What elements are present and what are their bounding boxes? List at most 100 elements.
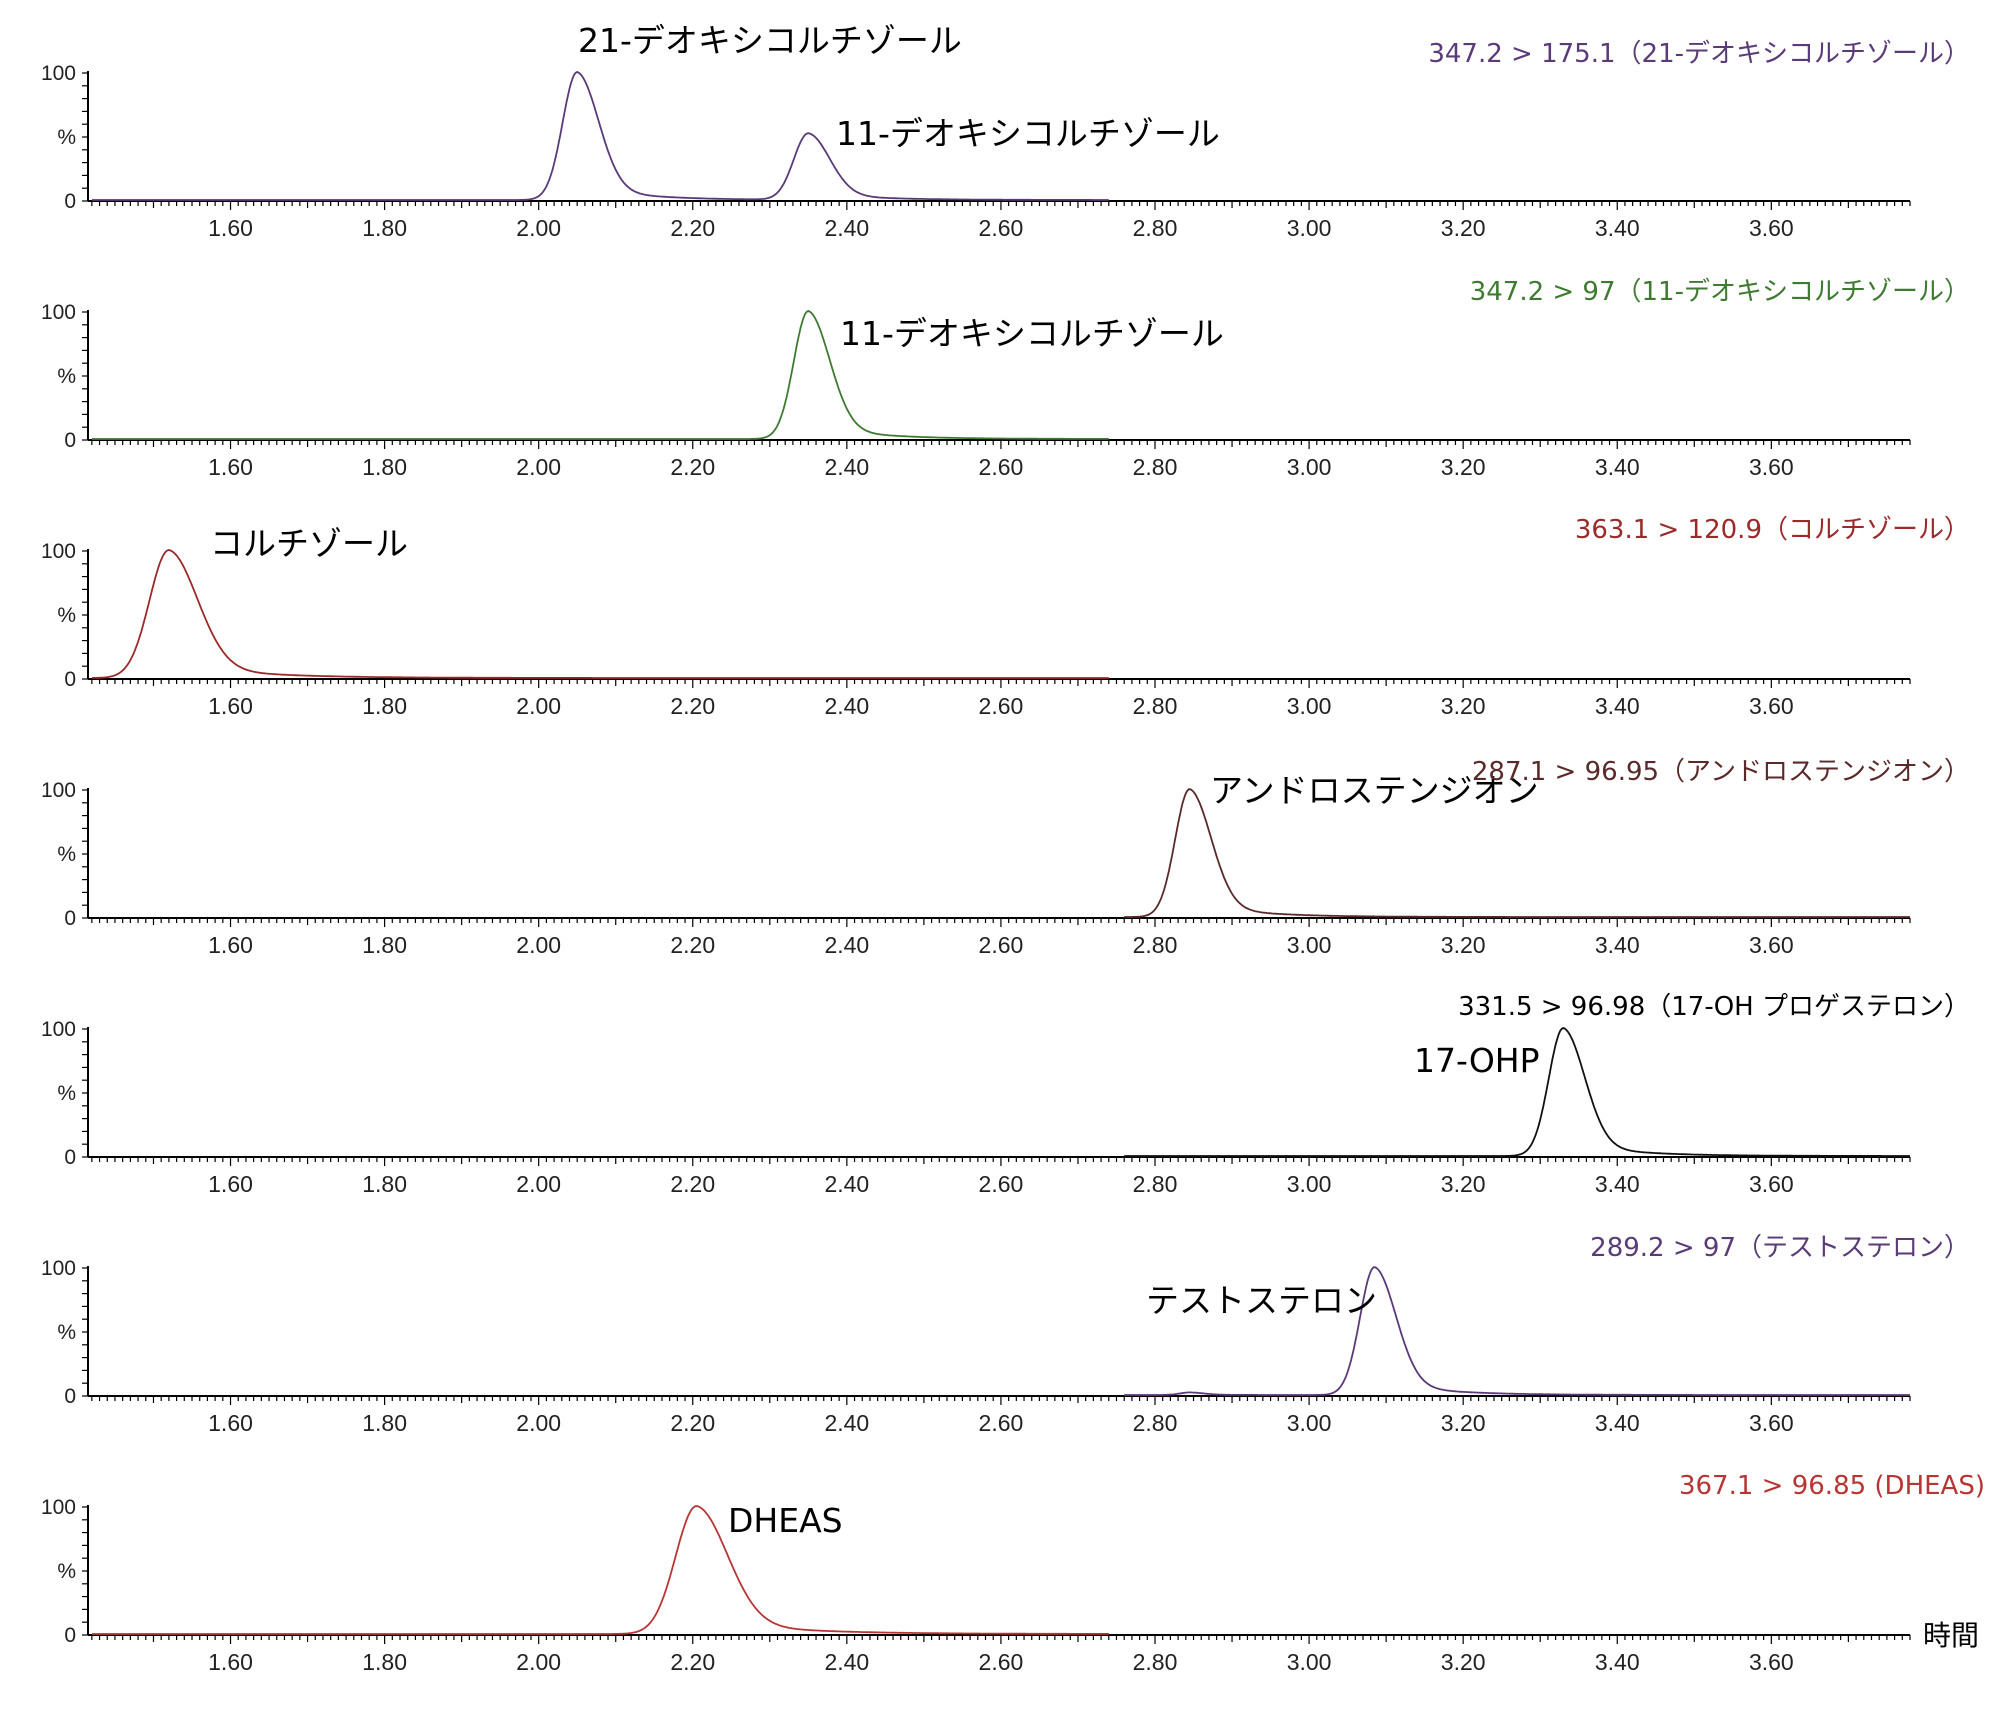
x-tick-label: 3.20 — [1441, 454, 1486, 480]
y-tick-label: % — [57, 1560, 76, 1583]
x-tick-label: 2.00 — [516, 932, 561, 958]
chromatogram-panel-5: 1.60 1.80 2.00 2.20 2.40 2.60 2.80 3.00 3.20 3.40… — [41, 992, 1970, 1197]
chromatogram-trace — [1124, 1027, 1910, 1157]
x-tick-label: 2.80 — [1133, 693, 1178, 719]
y-tick-label: 0 — [64, 1385, 76, 1408]
x-tick-label: 3.40 — [1595, 1649, 1640, 1675]
peak-label: 11-デオキシコルチゾール — [840, 314, 1224, 353]
x-tick-label: 1.60 — [208, 1649, 253, 1675]
y-tick-label: % — [57, 365, 76, 388]
peak-label: 11-デオキシコルチゾール — [836, 114, 1220, 153]
x-tick-label: 3.40 — [1595, 693, 1640, 719]
x-tick-label: 3.60 — [1749, 932, 1794, 958]
x-tick-label: 2.00 — [516, 215, 561, 241]
x-tick-label: 2.00 — [516, 1171, 561, 1197]
x-tick-label: 2.60 — [979, 693, 1024, 719]
x-tick-label: 2.60 — [979, 1410, 1024, 1436]
chromatogram-panel-1: 1.60 1.80 2.00 2.20 2.40 2.60 2.80 3.00 3.20 3.40… — [41, 21, 1970, 241]
transition-label: 287.1 > 96.95（アンドロステンジオン） — [1472, 757, 1970, 787]
x-tick-label: 2.40 — [824, 454, 869, 480]
x-tick-label: 1.80 — [362, 215, 407, 241]
x-tick-label: 2.80 — [1133, 1410, 1178, 1436]
x-tick-label: 1.80 — [362, 693, 407, 719]
transition-label: 347.2 > 175.1（21-デオキシコルチゾール） — [1428, 39, 1970, 69]
x-tick-label: 2.40 — [824, 1410, 869, 1436]
x-tick-label: 2.60 — [979, 454, 1024, 480]
x-tick-label: 3.00 — [1287, 1171, 1332, 1197]
x-tick-label: 3.00 — [1287, 1649, 1332, 1675]
transition-label: 289.2 > 97（テストステロン） — [1590, 1233, 1970, 1263]
y-tick-label: % — [57, 604, 76, 627]
y-tick-label: 100 — [41, 301, 76, 324]
x-tick-label: 1.60 — [208, 1410, 253, 1436]
x-tick-label: 1.80 — [362, 932, 407, 958]
chromatogram-trace — [91, 1505, 1109, 1635]
chromatogram-trace — [91, 549, 1109, 679]
x-tick-label: 3.60 — [1749, 1649, 1794, 1675]
x-tick-label: 2.00 — [516, 1410, 561, 1436]
x-tick-label: 3.20 — [1441, 693, 1486, 719]
x-tick-label: 3.60 — [1749, 454, 1794, 480]
x-tick-label: 3.40 — [1595, 454, 1640, 480]
y-tick-label: 0 — [64, 429, 76, 452]
x-tick-label: 3.20 — [1441, 215, 1486, 241]
chromatogram-panel-6: 1.60 1.80 2.00 2.20 2.40 2.60 2.80 3.00 3.20 3.40… — [41, 1233, 1970, 1436]
x-tick-label: 2.40 — [824, 1649, 869, 1675]
x-tick-label: 1.80 — [362, 1649, 407, 1675]
peak-label: DHEAS — [728, 1501, 843, 1540]
x-tick-label: 3.00 — [1287, 693, 1332, 719]
x-tick-label: 3.00 — [1287, 215, 1332, 241]
y-tick-label: 100 — [41, 1257, 76, 1280]
x-tick-label: 2.60 — [979, 932, 1024, 958]
y-tick-label: 0 — [64, 1624, 76, 1647]
y-tick-label: 100 — [41, 62, 76, 85]
x-tick-label: 3.40 — [1595, 215, 1640, 241]
peak-label: 21-デオキシコルチゾール — [578, 21, 962, 60]
chromatogram-panel-2: 1.60 1.80 2.00 2.20 2.40 2.60 2.80 3.00 3.20 3.40… — [41, 277, 1970, 480]
x-tick-label: 2.20 — [670, 693, 715, 719]
x-tick-label: 2.60 — [979, 215, 1024, 241]
chromatogram-panel-7: 1.60 1.80 2.00 2.20 2.40 2.60 2.80 3.00 3.20 3.40… — [41, 1471, 1985, 1675]
x-tick-label: 2.40 — [824, 932, 869, 958]
x-tick-label: 2.20 — [670, 932, 715, 958]
x-tick-label: 2.80 — [1133, 932, 1178, 958]
x-tick-label: 2.40 — [824, 1171, 869, 1197]
chromatogram-trace — [91, 71, 1109, 201]
x-tick-label: 2.40 — [824, 215, 869, 241]
y-tick-label: % — [57, 126, 76, 149]
x-tick-label: 3.20 — [1441, 1171, 1486, 1197]
x-tick-label: 3.40 — [1595, 1171, 1640, 1197]
x-axis-label: 時間 — [1923, 1619, 1979, 1652]
transition-label: 347.2 > 97（11-デオキシコルチゾール） — [1470, 277, 1970, 307]
x-tick-label: 1.80 — [362, 1171, 407, 1197]
y-tick-label: 0 — [64, 190, 76, 213]
y-tick-label: 100 — [41, 1496, 76, 1519]
x-tick-label: 2.00 — [516, 693, 561, 719]
x-tick-label: 2.20 — [670, 1410, 715, 1436]
chromatogram-trace — [1124, 788, 1910, 918]
x-tick-label: 3.00 — [1287, 1410, 1332, 1436]
peak-label: コルチゾール — [210, 524, 408, 563]
y-tick-label: 100 — [41, 540, 76, 563]
y-tick-label: 100 — [41, 1018, 76, 1041]
x-tick-label: 1.80 — [362, 454, 407, 480]
x-tick-label: 3.60 — [1749, 1410, 1794, 1436]
y-tick-label: % — [57, 1321, 76, 1344]
x-tick-label: 2.20 — [670, 454, 715, 480]
chromatogram-panel-3: 1.60 1.80 2.00 2.20 2.40 2.60 2.80 3.00 3.20 3.40… — [41, 515, 1970, 719]
x-tick-label: 1.60 — [208, 454, 253, 480]
x-tick-label: 2.00 — [516, 1649, 561, 1675]
x-tick-label: 2.80 — [1133, 1649, 1178, 1675]
x-tick-label: 3.60 — [1749, 693, 1794, 719]
x-tick-label: 3.20 — [1441, 932, 1486, 958]
x-tick-label: 2.40 — [824, 693, 869, 719]
x-tick-label: 3.40 — [1595, 932, 1640, 958]
x-tick-label: 1.80 — [362, 1410, 407, 1436]
chromatogram-trace — [1124, 1266, 1910, 1396]
transition-label: 331.5 > 96.98（17-OH プロゲステロン） — [1458, 992, 1970, 1022]
y-tick-label: 0 — [64, 668, 76, 691]
peak-label: テストステロン — [1146, 1281, 1377, 1320]
x-tick-label: 2.20 — [670, 1649, 715, 1675]
x-tick-label: 2.80 — [1133, 454, 1178, 480]
